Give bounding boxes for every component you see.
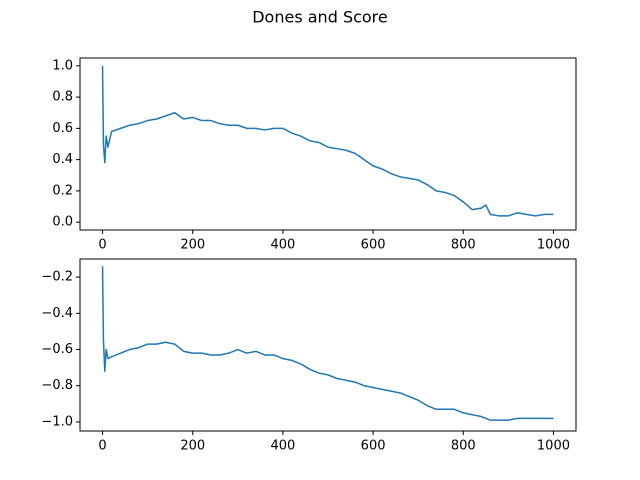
y-tick-label: −0.8	[41, 378, 73, 393]
x-tick-label: 600	[361, 439, 386, 454]
x-tick-label: 1000	[537, 238, 570, 253]
data-line	[101, 266, 554, 421]
x-tick-label: 600	[361, 238, 386, 253]
y-tick-label: −0.2	[41, 270, 73, 285]
x-tick-label: 800	[451, 439, 476, 454]
x-tick-label: 0	[98, 439, 106, 454]
x-tick-label: 200	[180, 238, 205, 253]
axes-frame	[79, 57, 577, 231]
y-tick-label: 0.8	[52, 90, 73, 105]
y-tick-label: −1.0	[41, 414, 73, 429]
y-tick-label: 0.6	[52, 121, 73, 136]
axes-frame	[79, 258, 577, 432]
y-tick-label: 0.0	[52, 215, 73, 230]
y-tick-label: 1.0	[52, 58, 73, 73]
x-tick-label: 0	[98, 238, 106, 253]
y-tick-label: 0.4	[52, 152, 73, 167]
y-tick-label: 0.2	[52, 183, 73, 198]
data-line	[101, 65, 554, 217]
y-tick-label: −0.4	[41, 306, 73, 321]
y-tick-label: −0.6	[41, 342, 73, 357]
x-tick-label: 200	[180, 439, 205, 454]
figure-title: Dones and Score	[252, 8, 388, 27]
x-tick-label: 800	[451, 238, 476, 253]
x-tick-label: 1000	[537, 439, 570, 454]
x-tick-label: 400	[270, 439, 295, 454]
x-tick-label: 400	[270, 238, 295, 253]
